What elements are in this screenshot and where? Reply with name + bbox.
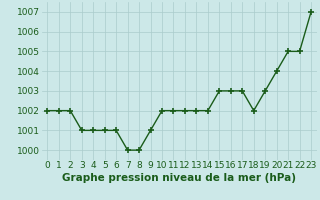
- X-axis label: Graphe pression niveau de la mer (hPa): Graphe pression niveau de la mer (hPa): [62, 173, 296, 183]
